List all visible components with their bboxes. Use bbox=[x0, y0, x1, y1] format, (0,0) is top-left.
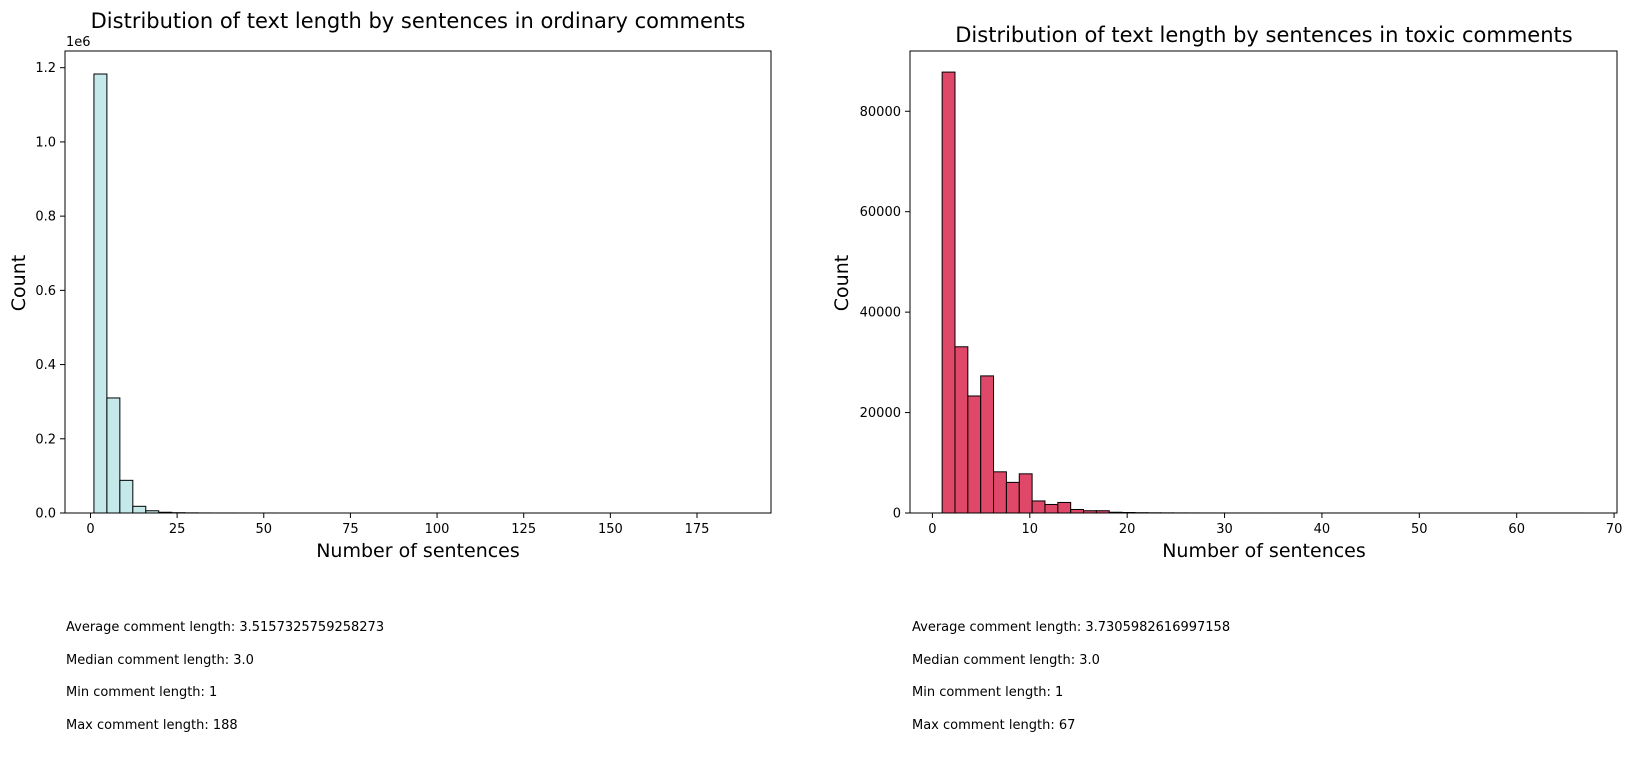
x-tick-label: 150 bbox=[598, 522, 623, 537]
y-axis-offset-label: 1e6 bbox=[66, 35, 91, 50]
histogram-bar bbox=[954, 346, 969, 514]
histogram-bar bbox=[993, 471, 1007, 514]
x-tick-label: 0 bbox=[928, 522, 936, 537]
y-tick-label: 1.0 bbox=[35, 135, 56, 150]
y-tick-label: 80000 bbox=[860, 105, 901, 120]
y-ticks: 0.0 0.2 0.4 0.6 0.8 1.0 1.2 bbox=[35, 61, 65, 522]
y-tick-label: 0.4 bbox=[35, 358, 56, 373]
y-tick-label: 0 bbox=[893, 507, 901, 522]
chart-title: Distribution of text length by sentences… bbox=[955, 23, 1572, 47]
y-ticks: 0 20000 40000 60000 80000 bbox=[860, 105, 910, 522]
stats-ordinary: Average comment length: 3.51573257592582… bbox=[66, 620, 384, 750]
x-ticks: 0 10 20 30 40 50 60 70 bbox=[928, 513, 1622, 537]
x-axis-label: Number of sentences bbox=[1162, 540, 1366, 562]
x-tick-label: 175 bbox=[685, 522, 710, 537]
max-length-text: Max comment length: 67 bbox=[912, 717, 1076, 733]
stats-toxic: Average comment length: 3.73059826169971… bbox=[912, 620, 1230, 750]
histogram-bar bbox=[1018, 473, 1033, 514]
plot-frame bbox=[909, 50, 1618, 514]
histogram-bar bbox=[980, 375, 995, 514]
x-tick-label: 100 bbox=[425, 522, 450, 537]
x-tick-label: 0 bbox=[86, 522, 94, 537]
y-axis-label: Count bbox=[8, 255, 30, 311]
x-tick-label: 60 bbox=[1508, 522, 1525, 537]
y-tick-label: 20000 bbox=[860, 406, 901, 421]
histogram-bar bbox=[1005, 481, 1020, 514]
x-tick-label: 70 bbox=[1606, 522, 1623, 537]
y-tick-label: 0.0 bbox=[35, 507, 56, 522]
min-length-text: Min comment length: 1 bbox=[912, 685, 1064, 700]
y-tick-label: 0.2 bbox=[35, 432, 56, 447]
y-tick-label: 0.8 bbox=[35, 210, 56, 225]
average-length-text: Average comment length: 3.51573257592582… bbox=[66, 620, 385, 635]
histogram-bar bbox=[1044, 503, 1059, 514]
plot-frame bbox=[64, 50, 772, 514]
histogram-toxic-comments: Distribution of text length by sentences… bbox=[831, 23, 1622, 562]
bars bbox=[941, 71, 1586, 514]
x-tick-label: 20 bbox=[1119, 522, 1136, 537]
y-tick-label: 0.6 bbox=[35, 284, 56, 299]
x-tick-label: 50 bbox=[1411, 522, 1428, 537]
x-tick-label: 125 bbox=[511, 522, 536, 537]
y-tick-label: 40000 bbox=[860, 306, 901, 321]
histogram-ordinary-comments: Distribution of text length by sentences… bbox=[8, 9, 772, 562]
bars bbox=[93, 73, 276, 514]
y-tick-label: 1.2 bbox=[35, 61, 56, 76]
x-tick-label: 75 bbox=[342, 522, 359, 537]
y-tick-label: 60000 bbox=[860, 205, 901, 220]
average-length-text: Average comment length: 3.73059826169971… bbox=[912, 620, 1231, 635]
x-tick-label: 10 bbox=[1022, 522, 1039, 537]
x-tick-label: 30 bbox=[1216, 522, 1233, 537]
histogram-bar bbox=[93, 73, 108, 514]
histogram-bar bbox=[967, 395, 982, 514]
x-ticks: 0 25 50 75 100 125 150 175 bbox=[86, 513, 709, 537]
x-tick-label: 50 bbox=[255, 522, 272, 537]
histogram-bar bbox=[1057, 501, 1072, 514]
min-length-text: Min comment length: 1 bbox=[66, 685, 218, 700]
histogram-bar bbox=[106, 397, 121, 514]
median-length-text: Median comment length: 3.0 bbox=[66, 652, 254, 668]
histogram-bar bbox=[119, 479, 134, 514]
x-tick-label: 40 bbox=[1314, 522, 1331, 537]
y-axis-label: Count bbox=[831, 255, 853, 311]
x-tick-label: 25 bbox=[169, 522, 186, 537]
median-length-text: Median comment length: 3.0 bbox=[912, 652, 1100, 668]
histogram-bar bbox=[1070, 508, 1085, 514]
chart-title: Distribution of text length by sentences… bbox=[91, 9, 746, 33]
histogram-bar bbox=[1031, 500, 1046, 514]
max-length-text: Max comment length: 188 bbox=[66, 717, 238, 733]
histogram-bar bbox=[132, 505, 147, 514]
x-axis-label: Number of sentences bbox=[316, 540, 520, 562]
histogram-bar bbox=[941, 71, 956, 514]
